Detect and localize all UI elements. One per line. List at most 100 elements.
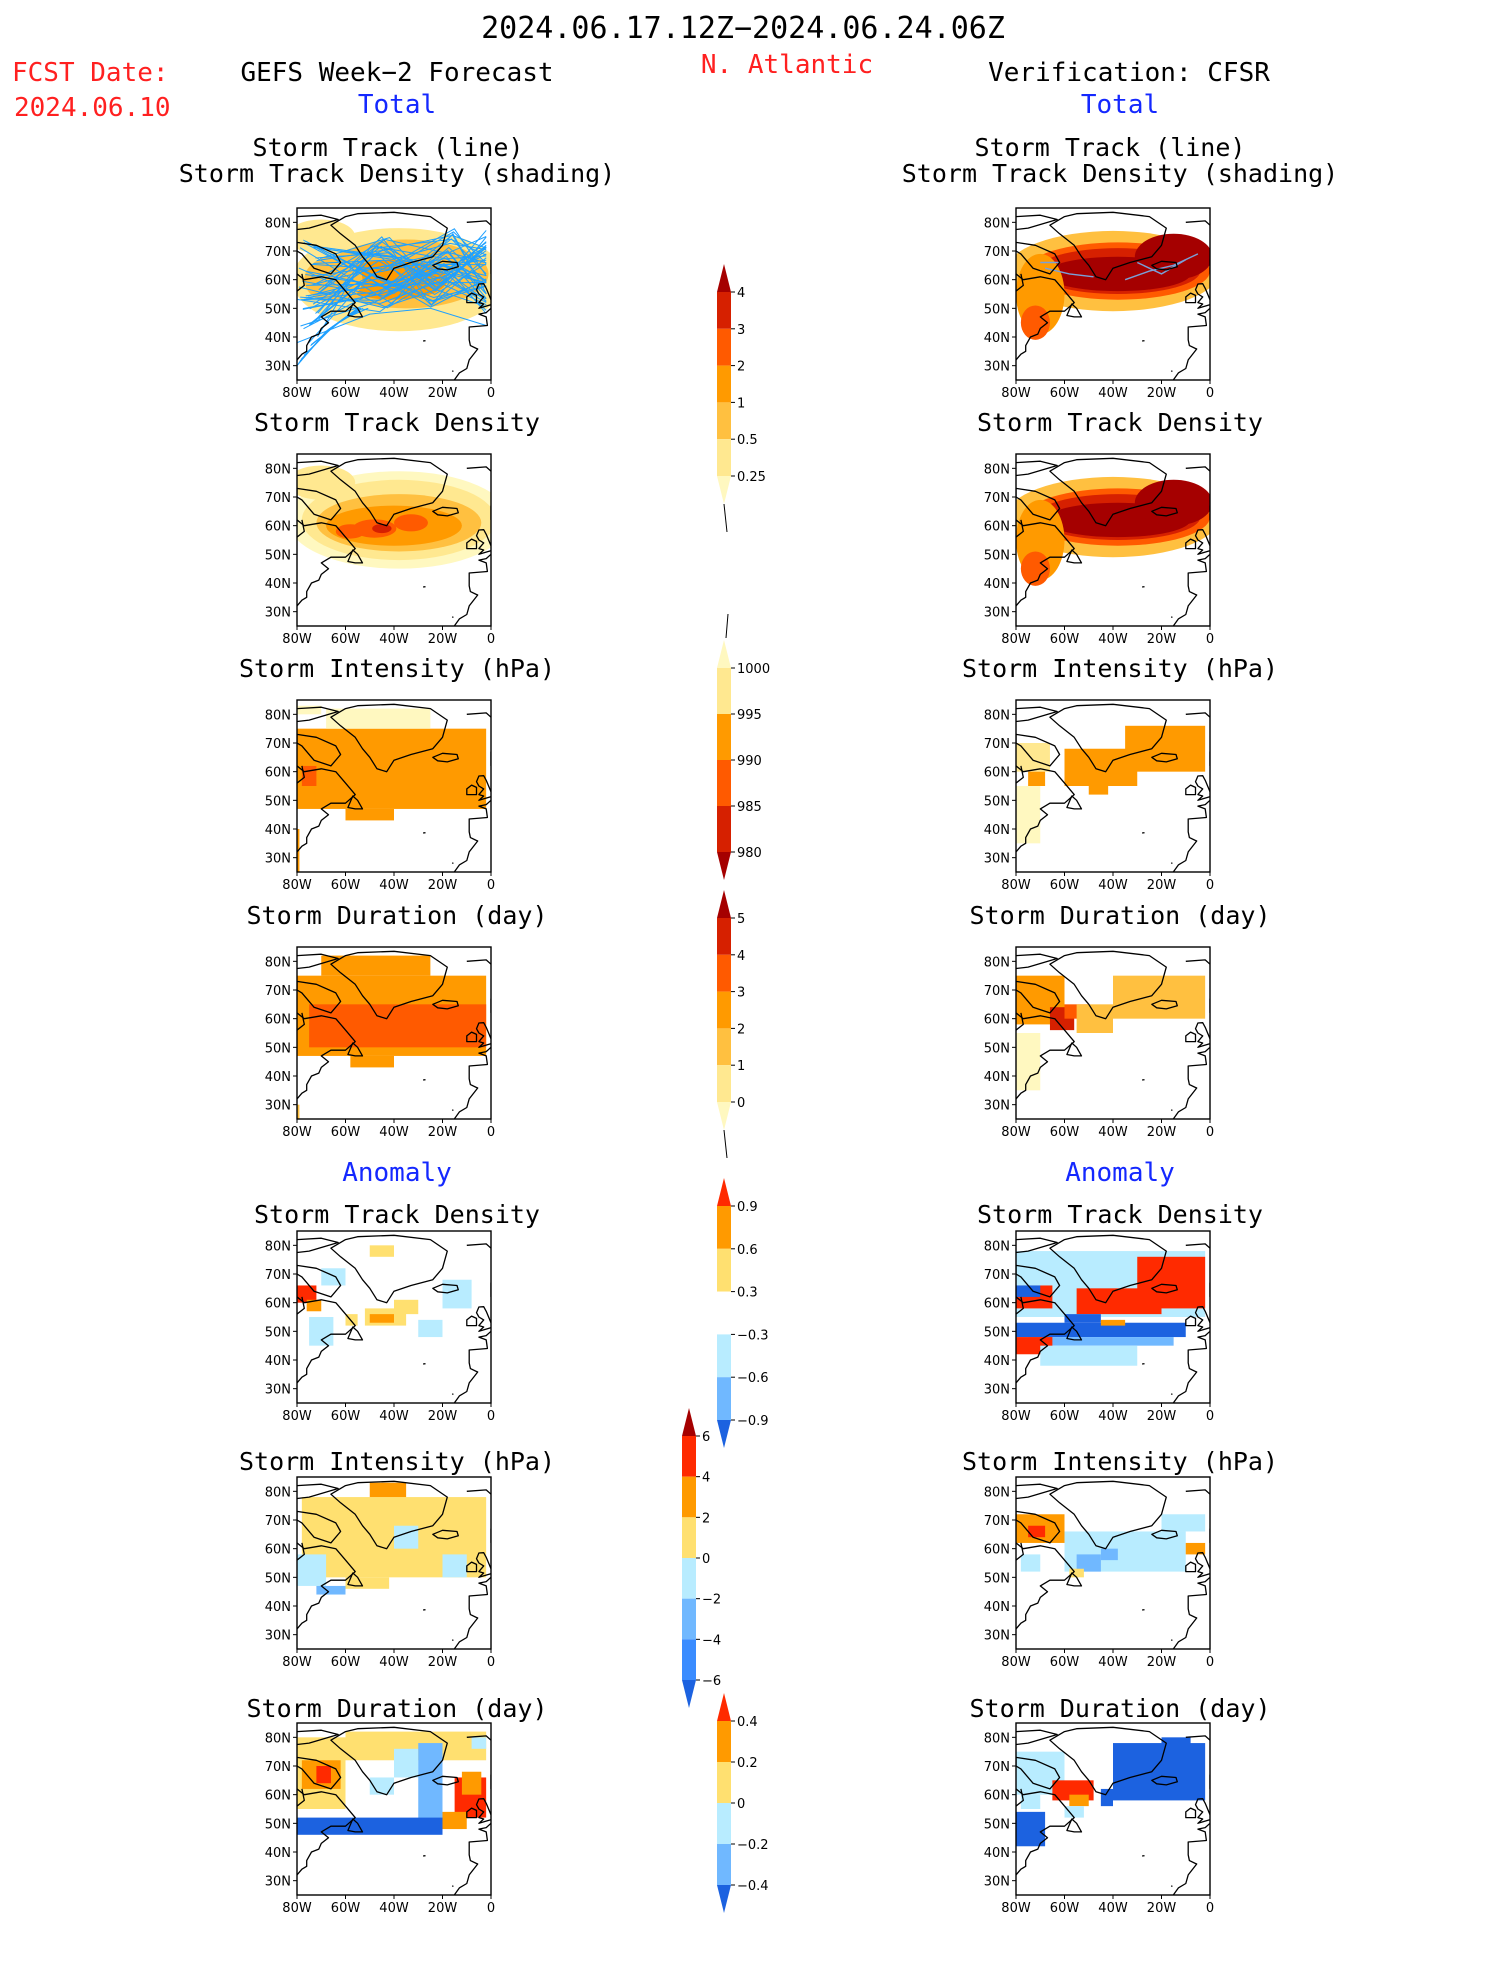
colorbar-label: −0.2 xyxy=(737,1838,769,1853)
colorbar-segment xyxy=(717,918,731,955)
colorbar-segment xyxy=(717,1721,731,1762)
colorbar-tail xyxy=(724,504,727,532)
x-tick-label: 40W xyxy=(379,386,409,401)
canaries-outline xyxy=(452,1110,453,1111)
x-tick-label: 80W xyxy=(282,1901,312,1916)
x-tick-label: 0 xyxy=(1206,1655,1214,1670)
shade-cell xyxy=(1016,1812,1045,1846)
x-tick-label: 60W xyxy=(1050,1655,1080,1670)
y-tick-label: 80N xyxy=(265,216,291,231)
colorbar-tail xyxy=(726,614,728,638)
y-tick-label: 60N xyxy=(265,1297,291,1312)
ireland-outline xyxy=(1186,1562,1196,1572)
y-tick-label: 70N xyxy=(265,737,291,752)
x-tick-label: 60W xyxy=(331,632,361,647)
shade-cell xyxy=(297,1818,443,1835)
shade-cell xyxy=(394,1749,418,1778)
canaries-outline xyxy=(452,371,453,372)
ellesmere-outline xyxy=(1016,1484,1057,1498)
shade-cell xyxy=(1016,1285,1040,1296)
europe-outline xyxy=(450,800,491,883)
shading xyxy=(1016,1514,1205,1577)
x-tick-label: 60W xyxy=(1050,1901,1080,1916)
x-tick-label: 80W xyxy=(282,1655,312,1670)
y-tick-label: 60N xyxy=(265,1543,291,1558)
canaries-outline xyxy=(452,1640,453,1641)
colorbar-label: 0.9 xyxy=(737,1200,758,1215)
x-tick-label: 20W xyxy=(428,1655,458,1670)
shading xyxy=(297,706,486,872)
colorbar-label: 3 xyxy=(737,986,745,1001)
x-tick-label: 0 xyxy=(1206,1901,1214,1916)
x-tick-label: 60W xyxy=(331,1125,361,1140)
colorbar-segment xyxy=(717,1206,731,1249)
shade-cell xyxy=(297,1554,326,1586)
svalbard-outline xyxy=(1186,467,1210,471)
colorbar-segment xyxy=(717,292,731,329)
y-tick-label: 50N xyxy=(984,302,1010,317)
x-tick-label: 40W xyxy=(379,1409,409,1424)
colorbar-segment xyxy=(717,992,731,1029)
colorbar-segment xyxy=(717,714,731,760)
svalbard-outline xyxy=(1186,1490,1210,1494)
y-tick-label: 60N xyxy=(984,274,1010,289)
colorbar-label: 2 xyxy=(737,1022,745,1037)
x-tick-label: 80W xyxy=(282,1409,312,1424)
y-tick-label: 70N xyxy=(265,245,291,260)
svalbard-outline xyxy=(467,713,491,717)
y-tick-label: 30N xyxy=(984,1383,1010,1398)
ellesmere-outline xyxy=(297,1238,338,1252)
x-tick-label: 80W xyxy=(282,632,312,647)
colorbar-segment xyxy=(717,402,731,439)
fcst-date-value: 2024.06.10 xyxy=(14,95,171,121)
x-tick-label: 60W xyxy=(1050,1125,1080,1140)
colorbar-top-arrow xyxy=(717,890,731,918)
left-anom-density-title: Storm Track Density xyxy=(254,1202,540,1227)
ellesmere-outline xyxy=(1016,1238,1057,1252)
right-anomaly-label: Anomaly xyxy=(1065,1160,1175,1186)
y-tick-label: 70N xyxy=(265,1268,291,1283)
x-tick-label: 80W xyxy=(1001,1901,1031,1916)
x-tick-label: 0 xyxy=(487,1901,495,1916)
colorbar-label: 4 xyxy=(737,949,745,964)
right-track-line-title: Storm Track (line) xyxy=(975,135,1246,160)
y-tick-label: 60N xyxy=(984,1013,1010,1028)
y-tick-label: 30N xyxy=(265,1629,291,1644)
canaries-outline xyxy=(1171,371,1172,372)
y-tick-label: 50N xyxy=(265,1325,291,1340)
y-tick-label: 40N xyxy=(984,577,1010,592)
fcst-date-label: FCST Date: xyxy=(12,60,169,86)
colorbar-segment xyxy=(682,1639,696,1680)
y-tick-label: 80N xyxy=(265,1485,291,1500)
colorbar-segment xyxy=(717,806,731,852)
right-column-title: Verification: CFSR xyxy=(988,60,1270,86)
right-anom-density-title: Storm Track Density xyxy=(977,1202,1263,1227)
x-tick-label: 0 xyxy=(1206,386,1214,401)
x-tick-label: 20W xyxy=(1147,1901,1177,1916)
left-anomaly-label: Anomaly xyxy=(342,1160,452,1186)
colorbar-segment xyxy=(717,1065,731,1102)
y-tick-label: 70N xyxy=(984,984,1010,999)
canaries-outline xyxy=(1171,617,1172,618)
x-tick-label: 20W xyxy=(1147,1125,1177,1140)
svalbard-outline xyxy=(467,467,491,471)
shade-cell xyxy=(462,1772,481,1795)
x-tick-label: 80W xyxy=(282,1125,312,1140)
y-tick-label: 40N xyxy=(984,1600,1010,1615)
newfoundland-outline xyxy=(348,1327,363,1340)
y-tick-label: 40N xyxy=(984,1070,1010,1085)
y-tick-label: 50N xyxy=(265,1041,291,1056)
y-tick-label: 50N xyxy=(265,1817,291,1832)
y-tick-label: 60N xyxy=(265,1789,291,1804)
colorbar-tail xyxy=(724,1130,727,1158)
y-tick-label: 70N xyxy=(984,1514,1010,1529)
